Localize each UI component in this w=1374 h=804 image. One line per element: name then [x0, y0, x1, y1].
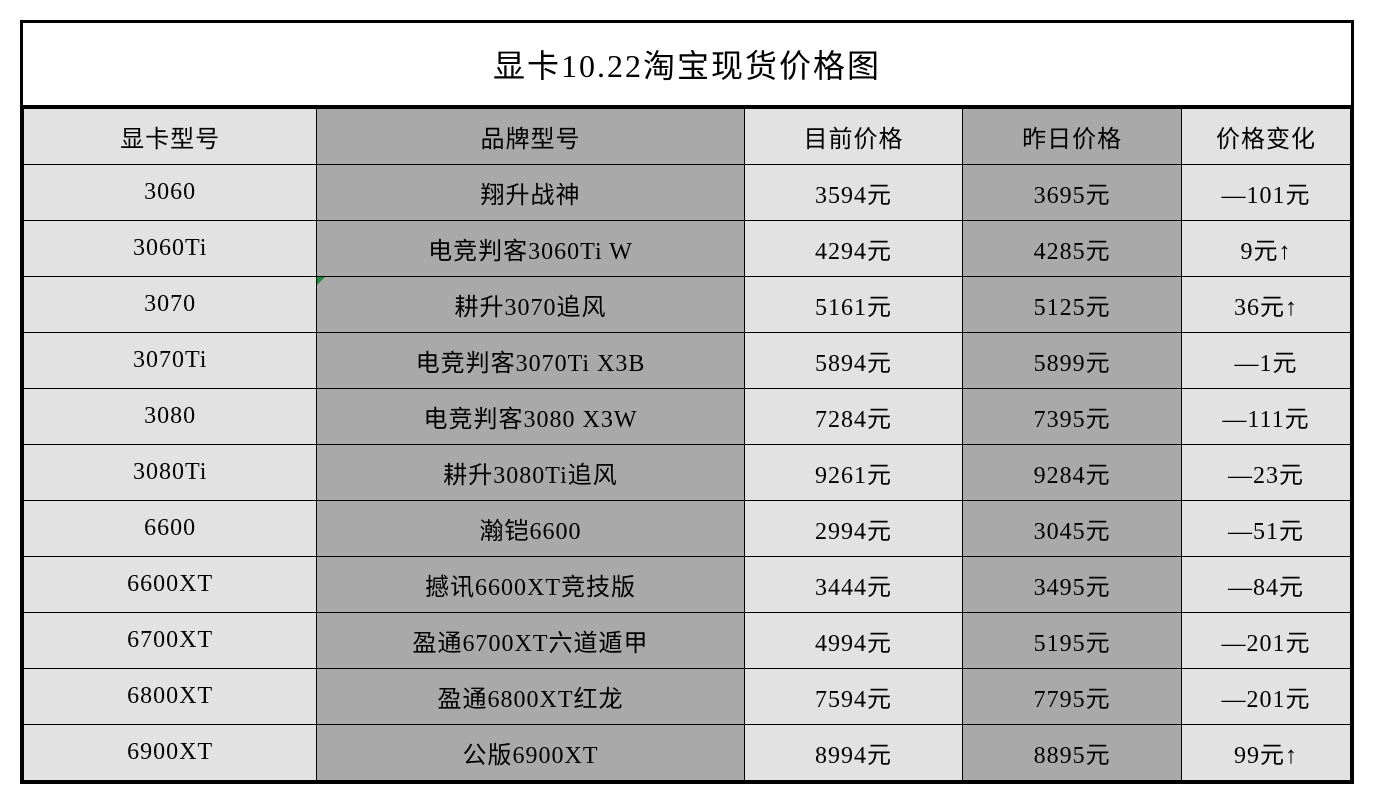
- cell-current-price: 7594元: [744, 669, 963, 725]
- header-price-change: 价格变化: [1181, 109, 1350, 165]
- cell-price-change: —201元: [1181, 669, 1350, 725]
- cell-yesterday-price: 5195元: [963, 613, 1182, 669]
- cell-current-price: 2994元: [744, 501, 963, 557]
- cell-yesterday-price: 3495元: [963, 557, 1182, 613]
- change-value: 36元: [1234, 295, 1285, 321]
- cell-brand: 耕升3070追风: [317, 277, 744, 333]
- cell-yesterday-price: 5125元: [963, 277, 1182, 333]
- change-value: 9元: [1240, 239, 1278, 265]
- cell-current-price: 8994元: [744, 725, 963, 781]
- table-row: 6600瀚铠66002994元3045元—51元: [24, 501, 1351, 557]
- table-row: 3080电竞判客3080 X3W7284元7395元—111元: [24, 389, 1351, 445]
- cell-brand: 电竞判客3080 X3W: [317, 389, 744, 445]
- header-brand: 品牌型号: [317, 109, 744, 165]
- table-row: 6700XT盈通6700XT六道遁甲4994元5195元—201元: [24, 613, 1351, 669]
- cell-current-price: 5894元: [744, 333, 963, 389]
- cell-yesterday-price: 9284元: [963, 445, 1182, 501]
- cell-brand: 电竞判客3060Ti W: [317, 221, 744, 277]
- cell-brand: 电竞判客3070Ti X3B: [317, 333, 744, 389]
- change-value: 99元: [1234, 743, 1285, 769]
- cell-brand: 耕升3080Ti追风: [317, 445, 744, 501]
- cell-model: 6600: [24, 501, 317, 557]
- cell-price-change: 99元↑: [1181, 725, 1350, 781]
- cell-brand: 公版6900XT: [317, 725, 744, 781]
- table-row: 3080Ti耕升3080Ti追风9261元9284元—23元: [24, 445, 1351, 501]
- cell-price-change: —23元: [1181, 445, 1350, 501]
- arrow-up-icon: ↑: [1278, 239, 1291, 265]
- cell-model: 3060Ti: [24, 221, 317, 277]
- cell-current-price: 5161元: [744, 277, 963, 333]
- cell-current-price: 7284元: [744, 389, 963, 445]
- table-body: 3060翔升战神3594元3695元—101元3060Ti电竞判客3060Ti …: [24, 165, 1351, 781]
- cell-yesterday-price: 5899元: [963, 333, 1182, 389]
- cell-model: 6600XT: [24, 557, 317, 613]
- table-row: 3060翔升战神3594元3695元—101元: [24, 165, 1351, 221]
- cell-price-change: 9元↑: [1181, 221, 1350, 277]
- cell-current-price: 4294元: [744, 221, 963, 277]
- cell-model: 6700XT: [24, 613, 317, 669]
- cell-brand: 翔升战神: [317, 165, 744, 221]
- cell-current-price: 3444元: [744, 557, 963, 613]
- cell-brand: 盈通6700XT六道遁甲: [317, 613, 744, 669]
- cell-price-change: —51元: [1181, 501, 1350, 557]
- cell-yesterday-price: 3045元: [963, 501, 1182, 557]
- header-current-price: 目前价格: [744, 109, 963, 165]
- price-table-container: 显卡10.22淘宝现货价格图 显卡型号 品牌型号 目前价格 昨日价格 价格变化 …: [20, 20, 1354, 784]
- table-row: 3070Ti电竞判客3070Ti X3B5894元5899元—1元: [24, 333, 1351, 389]
- cell-model: 6900XT: [24, 725, 317, 781]
- header-yesterday-price: 昨日价格: [963, 109, 1182, 165]
- cell-price-change: —101元: [1181, 165, 1350, 221]
- table-row: 3070耕升3070追风5161元5125元36元↑: [24, 277, 1351, 333]
- cell-model: 3060: [24, 165, 317, 221]
- cell-yesterday-price: 8895元: [963, 725, 1182, 781]
- cell-yesterday-price: 7795元: [963, 669, 1182, 725]
- cell-current-price: 9261元: [744, 445, 963, 501]
- cell-yesterday-price: 4285元: [963, 221, 1182, 277]
- cell-current-price: 4994元: [744, 613, 963, 669]
- table-row: 6800XT盈通6800XT红龙7594元7795元—201元: [24, 669, 1351, 725]
- cell-yesterday-price: 3695元: [963, 165, 1182, 221]
- cell-price-change: —201元: [1181, 613, 1350, 669]
- cell-model: 6800XT: [24, 669, 317, 725]
- cell-price-change: —1元: [1181, 333, 1350, 389]
- price-table: 显卡型号 品牌型号 目前价格 昨日价格 价格变化 3060翔升战神3594元36…: [23, 108, 1351, 781]
- table-row: 3060Ti电竞判客3060Ti W4294元4285元9元↑: [24, 221, 1351, 277]
- cell-model: 3070Ti: [24, 333, 317, 389]
- cell-current-price: 3594元: [744, 165, 963, 221]
- arrow-up-icon: ↑: [1285, 743, 1298, 769]
- cell-brand: 盈通6800XT红龙: [317, 669, 744, 725]
- table-row: 6900XT公版6900XT8994元8895元99元↑: [24, 725, 1351, 781]
- cell-brand: 撼讯6600XT竞技版: [317, 557, 744, 613]
- arrow-up-icon: ↑: [1285, 295, 1298, 321]
- cell-model: 3070: [24, 277, 317, 333]
- header-model: 显卡型号: [24, 109, 317, 165]
- cell-price-change: —84元: [1181, 557, 1350, 613]
- cell-yesterday-price: 7395元: [963, 389, 1182, 445]
- cell-price-change: —111元: [1181, 389, 1350, 445]
- table-row: 6600XT撼讯6600XT竞技版3444元3495元—84元: [24, 557, 1351, 613]
- table-header-row: 显卡型号 品牌型号 目前价格 昨日价格 价格变化: [24, 109, 1351, 165]
- cell-model: 3080: [24, 389, 317, 445]
- cell-price-change: 36元↑: [1181, 277, 1350, 333]
- cell-model: 3080Ti: [24, 445, 317, 501]
- cell-brand: 瀚铠6600: [317, 501, 744, 557]
- table-title: 显卡10.22淘宝现货价格图: [23, 23, 1351, 108]
